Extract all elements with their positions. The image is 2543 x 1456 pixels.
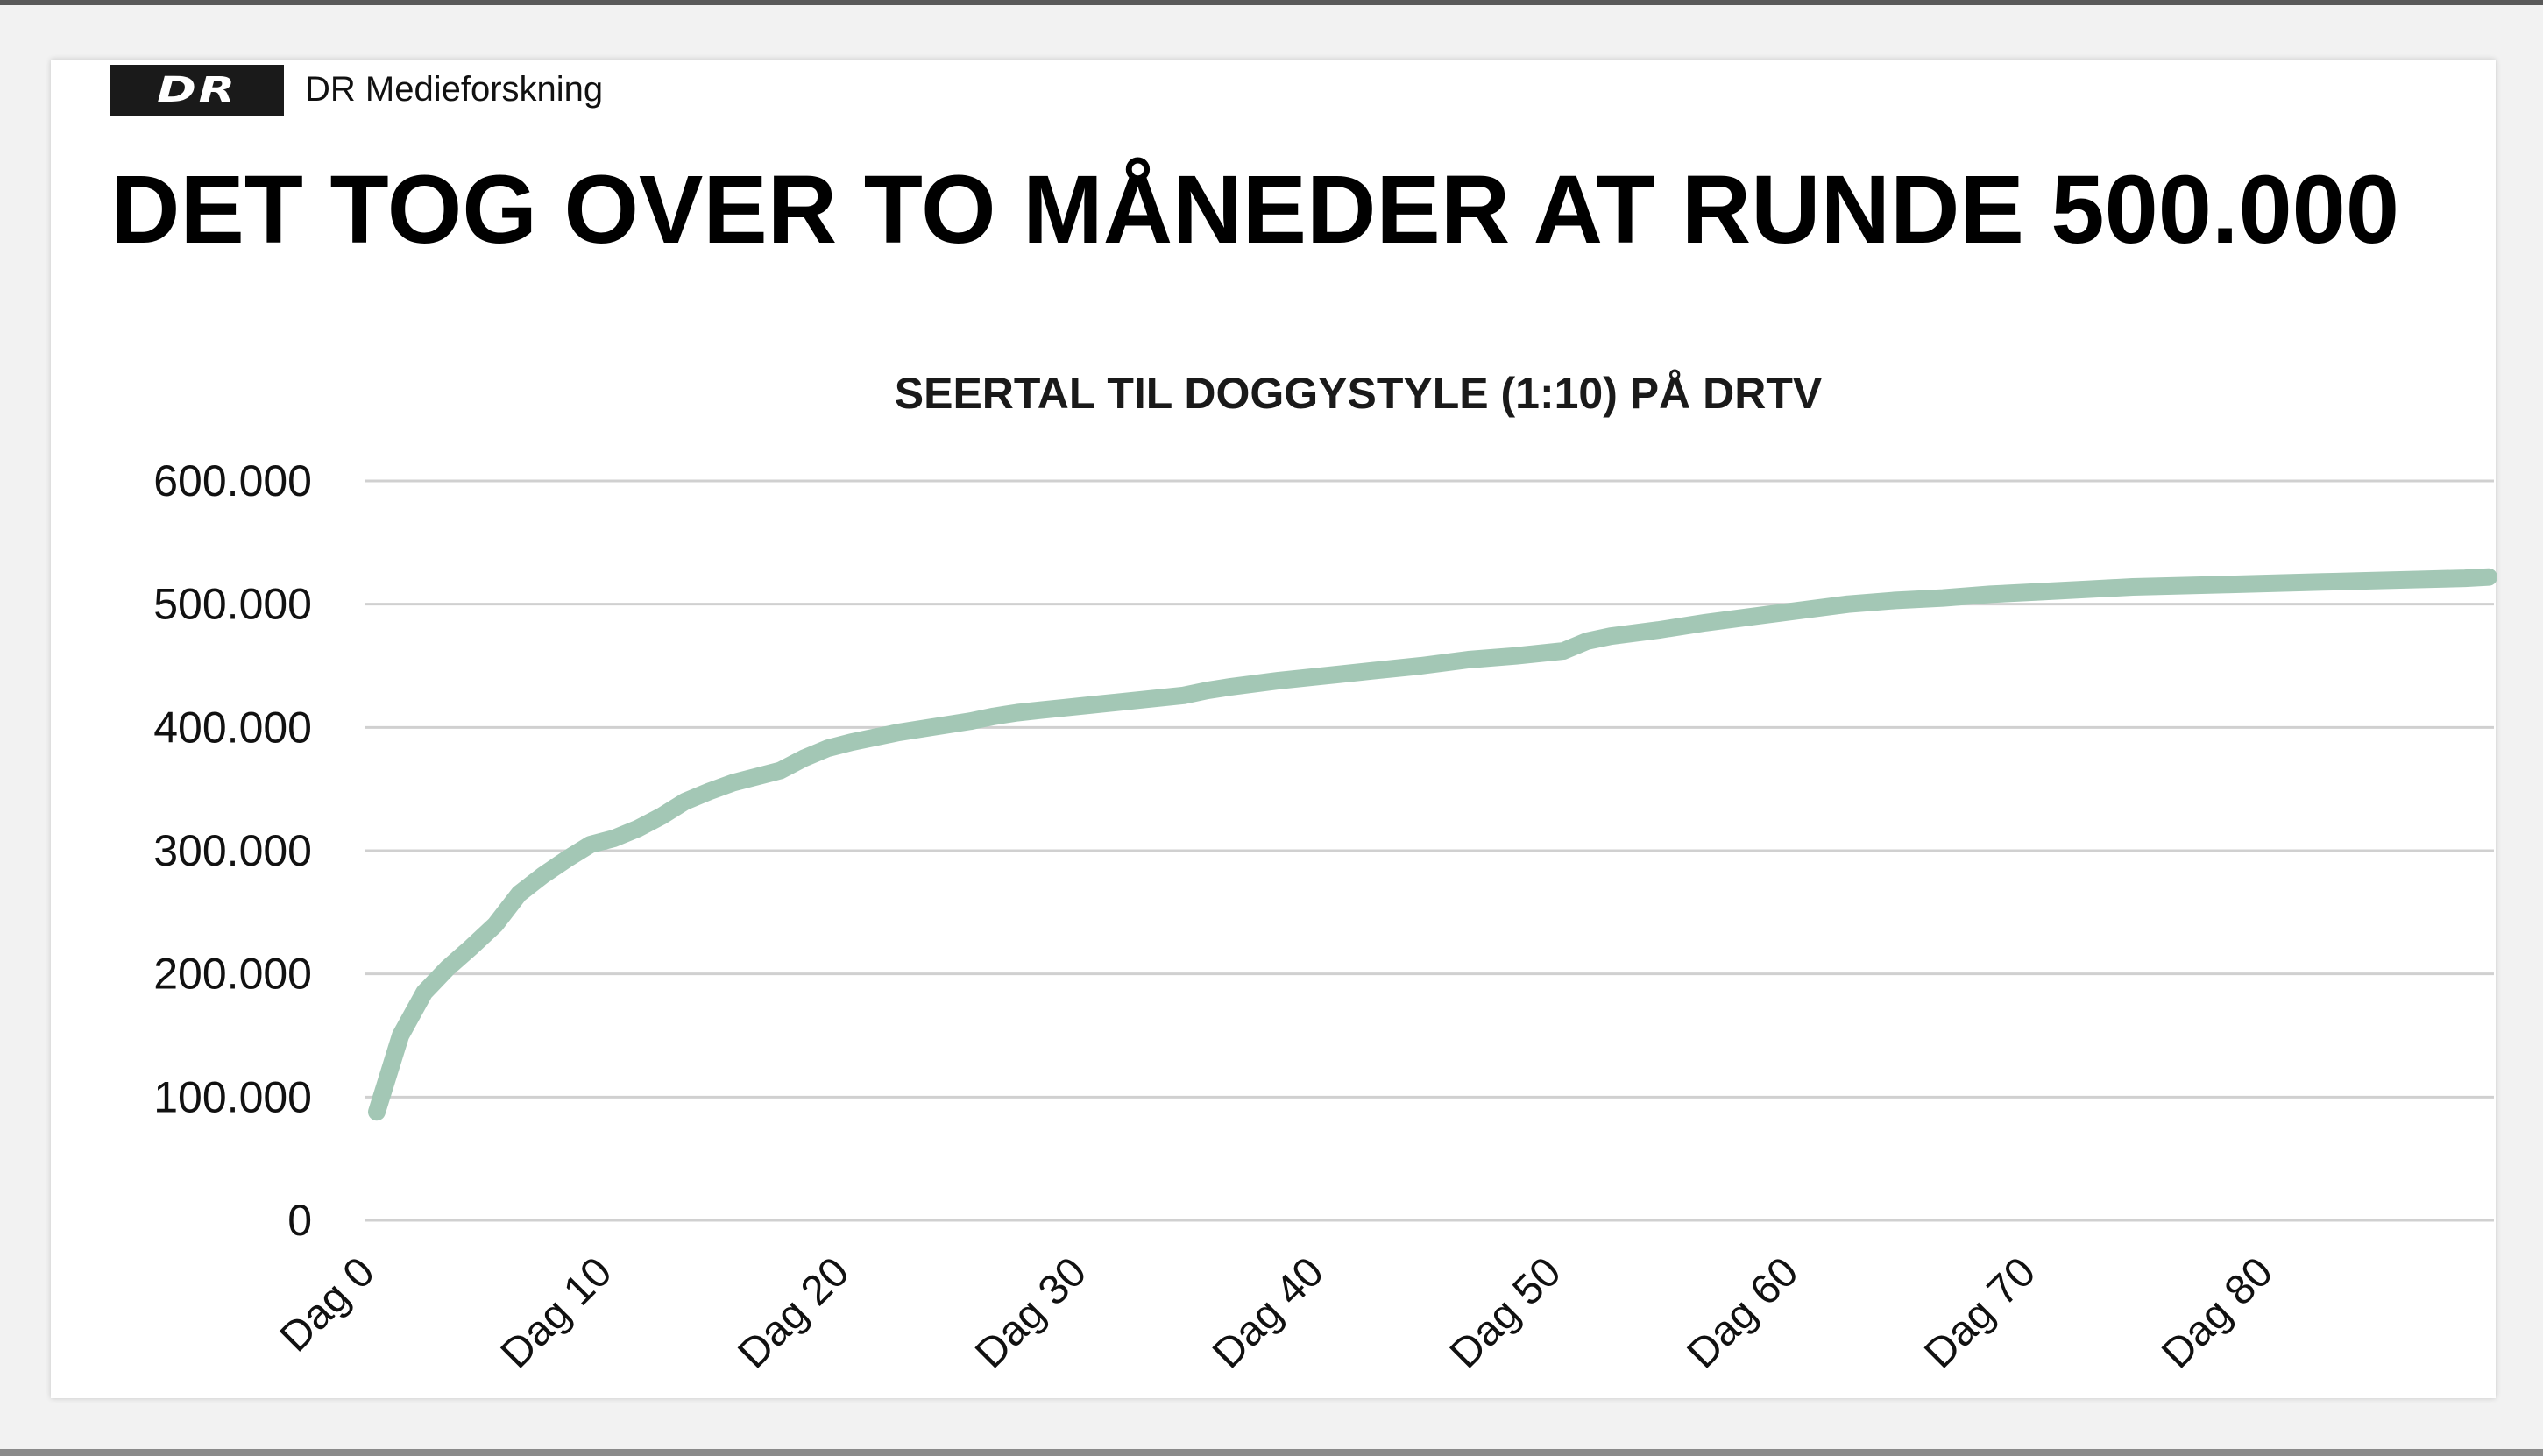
x-tick-label: Dag 20 — [729, 1248, 858, 1377]
y-tick-label: 100.000 — [153, 1072, 312, 1121]
x-tick-label: Dag 10 — [492, 1248, 621, 1377]
y-tick-label: 300.000 — [153, 826, 312, 875]
dr-logo-text: DR — [157, 70, 237, 110]
x-tick-label: Dag 50 — [1442, 1248, 1570, 1377]
x-tick-label: Dag 40 — [1204, 1248, 1333, 1377]
dr-logo: DR — [110, 65, 284, 116]
window-top-edge — [0, 0, 2543, 5]
chart-title: SEERTAL TIL DOGGYSTYLE (1:10) PÅ DRTV — [894, 369, 1823, 418]
y-tick-label: 400.000 — [153, 703, 312, 752]
y-tick-label: 500.000 — [153, 580, 312, 629]
x-tick-label: Dag 0 — [272, 1248, 384, 1361]
series-line-0 — [368, 568, 2497, 1121]
y-tick-label: 600.000 — [153, 456, 312, 505]
x-tick-label: Dag 80 — [2153, 1248, 2282, 1377]
page-headline: DET TOG OVER TO MÅNEDER AT RUNDE 500.000 — [110, 156, 2400, 264]
x-tick-label: Dag 70 — [1916, 1248, 2044, 1377]
brand-name: DR Medieforskning — [305, 70, 604, 109]
slide-background — [51, 60, 2496, 1398]
x-tick-label: Dag 30 — [967, 1248, 1095, 1377]
x-tick-label: Dag 60 — [1679, 1248, 1808, 1377]
y-tick-label: 200.000 — [153, 950, 312, 999]
y-tick-label: 0 — [287, 1196, 312, 1245]
window-bottom-edge — [0, 1449, 2543, 1456]
